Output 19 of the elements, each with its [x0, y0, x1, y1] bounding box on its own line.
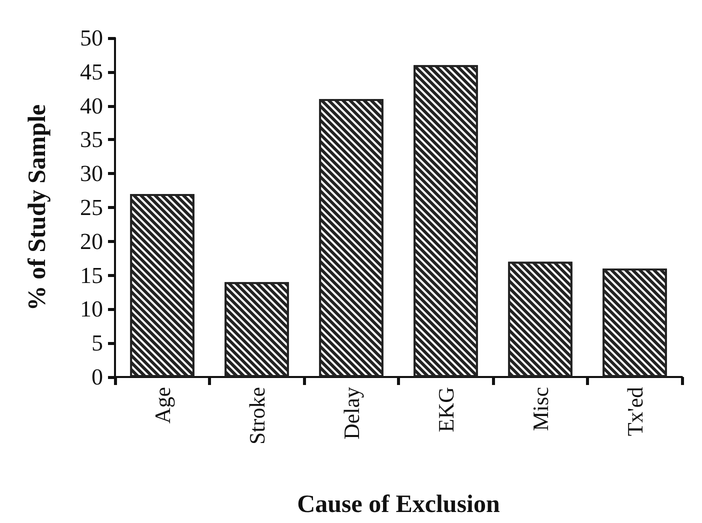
- x-axis-title: Cause of Exclusion: [297, 491, 500, 518]
- y-tick-label: 5: [92, 330, 103, 356]
- y-tick-label: 30: [80, 161, 103, 186]
- y-tick-label: 10: [80, 296, 103, 322]
- y-tick-label: 25: [80, 195, 103, 220]
- y-tick-label: 0: [92, 364, 103, 390]
- x-tick-label: Tx'ed: [622, 387, 648, 436]
- x-tick-label: Misc: [528, 386, 553, 431]
- x-tick-label: Stroke: [244, 387, 270, 444]
- y-tick-label: 50: [80, 26, 103, 50]
- y-tick-label: 45: [80, 59, 103, 84]
- y-tick-label: 15: [80, 262, 103, 288]
- y-axis-title: % of Study Sample: [24, 104, 51, 311]
- x-tick-label: Delay: [338, 387, 364, 440]
- y-tick-label: 40: [80, 93, 103, 118]
- y-tick-label: 35: [80, 127, 103, 152]
- y-tick-label: 20: [80, 228, 103, 254]
- x-tick-label: Age: [150, 387, 175, 424]
- x-tick-label: EKG: [433, 386, 458, 432]
